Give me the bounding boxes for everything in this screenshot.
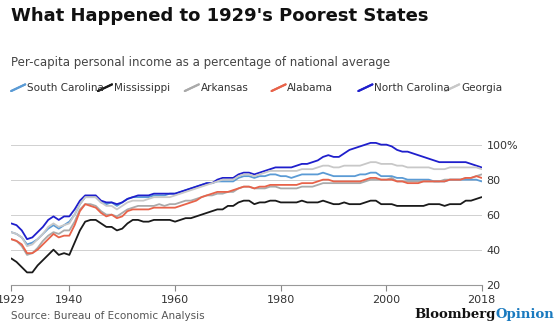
Text: Arkansas: Arkansas — [200, 83, 248, 93]
Text: North Carolina: North Carolina — [374, 83, 450, 93]
Text: Per-capita personal income as a percentage of national average: Per-capita personal income as a percenta… — [11, 56, 390, 69]
Text: South Carolina: South Carolina — [27, 83, 104, 93]
Text: What Happened to 1929's Poorest States: What Happened to 1929's Poorest States — [11, 7, 429, 24]
Text: Opinion: Opinion — [496, 308, 554, 321]
Text: Georgia: Georgia — [461, 83, 502, 93]
Text: Source: Bureau of Economic Analysis: Source: Bureau of Economic Analysis — [11, 311, 205, 321]
Text: Bloomberg: Bloomberg — [414, 308, 496, 321]
Text: Mississippi: Mississippi — [114, 83, 170, 93]
Text: Alabama: Alabama — [287, 83, 333, 93]
